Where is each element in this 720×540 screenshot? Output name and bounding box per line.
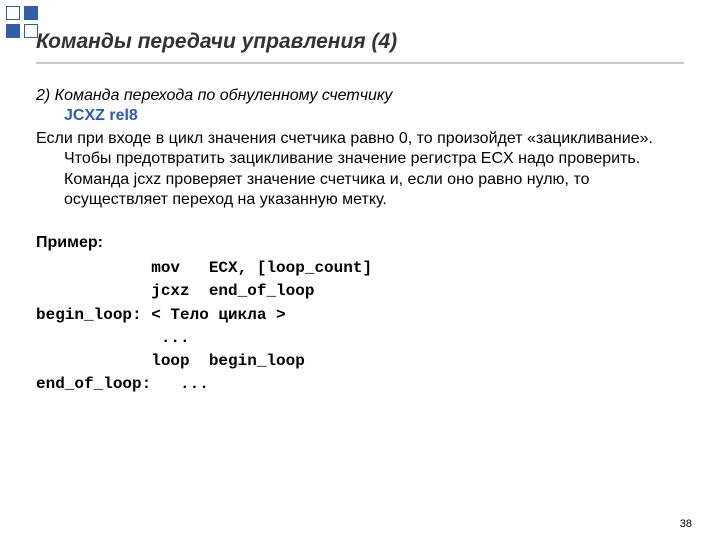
spacer [36, 211, 684, 229]
slide-title: Команды передачи управления (4) [36, 30, 397, 54]
slide-body: 2) Команда перехода по обнуленному счетч… [36, 86, 684, 396]
title-underline [36, 62, 684, 64]
deco-square-filled [6, 24, 20, 38]
page-number: 38 [680, 518, 692, 530]
paragraph: Если при входе в цикл значения счетчика … [36, 129, 684, 211]
code-block: mov ECX, [loop_count] jcxz end_of_loop b… [36, 257, 684, 396]
deco-square [6, 6, 20, 20]
intro-line: 2) Команда перехода по обнуленному счетч… [36, 86, 684, 106]
deco-square-filled [24, 6, 38, 20]
command-line: JCXZ rel8 [64, 106, 684, 126]
example-label: Пример: [36, 233, 684, 253]
corner-decoration [6, 6, 38, 38]
slide: Команды передачи управления (4) 2) Коман… [0, 0, 720, 540]
